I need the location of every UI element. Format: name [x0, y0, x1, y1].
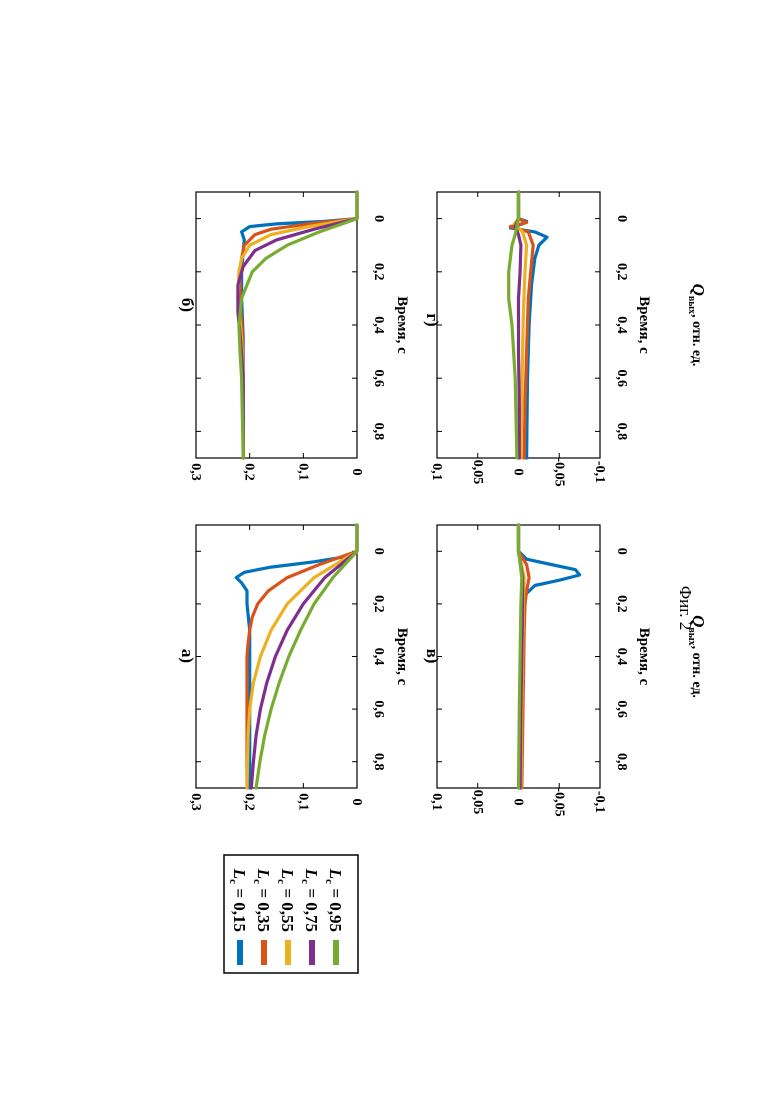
x-tick-label: 0,4	[614, 648, 629, 666]
x-tick-label: 0,4	[371, 316, 386, 334]
y-tick-label: 0	[511, 799, 526, 806]
x-tick-label: 0	[614, 548, 629, 555]
x-tick-label: 0,8	[371, 753, 386, 771]
chart-panel-g: 0 0,2 0,4 0,6 0,8 -0,1 -0,05 0 0,05 0,1 г) Время, с…	[423, 192, 708, 487]
legend-entry-3: Lc = 0,55	[275, 868, 297, 932]
legend-entry-1: Lc = 0,15	[227, 868, 249, 932]
panel-label: в)	[423, 649, 442, 664]
panel-label: б)	[178, 298, 197, 312]
y-tick-label: 0,05	[470, 460, 485, 485]
x-tick-label: 0,6	[371, 700, 386, 718]
y-tick-label: 0,2	[242, 793, 257, 811]
x-tick-label: 0,6	[614, 369, 629, 387]
y-axis-label: Qвых, отн. ед.	[686, 615, 708, 698]
y-tick-label: -0,1	[592, 461, 607, 483]
x-tick-label: 0,4	[371, 648, 386, 666]
y-tick-label: -0,05	[551, 787, 566, 816]
y-tick-label: -0,1	[592, 791, 607, 813]
y-tick-label: 0	[349, 469, 364, 476]
x-tick-label: 0,8	[614, 753, 629, 771]
x-axis-label: Время, с	[394, 628, 410, 686]
x-tick-label: 0	[614, 215, 629, 222]
y-tick-label: 0,1	[295, 463, 310, 481]
x-axis-label: Время, с	[636, 628, 652, 686]
x-tick-label: 0,8	[371, 423, 386, 441]
y-tick-label: 0,3	[188, 463, 203, 481]
x-tick-label: 0,6	[614, 700, 629, 718]
panel-label: г)	[423, 313, 442, 326]
y-tick-label: 0	[511, 469, 526, 476]
x-tick-label: 0,8	[614, 423, 629, 441]
y-tick-label: 0,1	[429, 793, 444, 811]
x-tick-label: 0	[371, 215, 386, 222]
legend: Lc = 0,15Lc = 0,35Lc = 0,55Lc = 0,75Lc =…	[224, 855, 358, 973]
y-tick-label: 0,1	[295, 793, 310, 811]
y-tick-label: -0,05	[551, 457, 566, 486]
y-axis-label: Qвых, отн. ед.	[686, 284, 708, 367]
x-tick-label: 0,2	[614, 595, 629, 613]
x-tick-label: 0,2	[371, 263, 386, 281]
x-axis-label: Время, с	[636, 296, 652, 354]
chart-panel-b: 00,20,40,60,800,10,20,3б)Время, сPвых, о…	[178, 192, 467, 481]
legend-entry-5: Lc = 0,95	[323, 868, 345, 932]
x-tick-label: 0,2	[614, 263, 629, 281]
y-tick-label: 0	[349, 799, 364, 806]
y-tick-label: 0,3	[188, 793, 203, 811]
legend-entry-4: Lc = 0,75	[299, 868, 321, 932]
x-tick-label: 0	[371, 548, 386, 555]
y-tick-label: 0,2	[242, 463, 257, 481]
x-tick-label: 0,2	[371, 595, 386, 613]
y-tick-label: 0,1	[429, 463, 444, 481]
y-tick-label: 0,05	[470, 790, 485, 815]
chart-panel-v: 0 0,2 0,4 0,6 0,8 -0,1 -0,05 0 0,05 0,1 в) Время, с…	[423, 525, 708, 817]
x-tick-label: 0,4	[614, 316, 629, 334]
panel-label: а)	[178, 649, 197, 663]
x-axis-label: Время, с	[394, 296, 410, 354]
legend-entry-2: Lc = 0,35	[251, 868, 273, 932]
x-tick-label: 0,6	[371, 369, 386, 387]
chart-panel-a: 00,20,40,60,800,10,20,3а)Время, сPвых, о…	[178, 525, 467, 811]
